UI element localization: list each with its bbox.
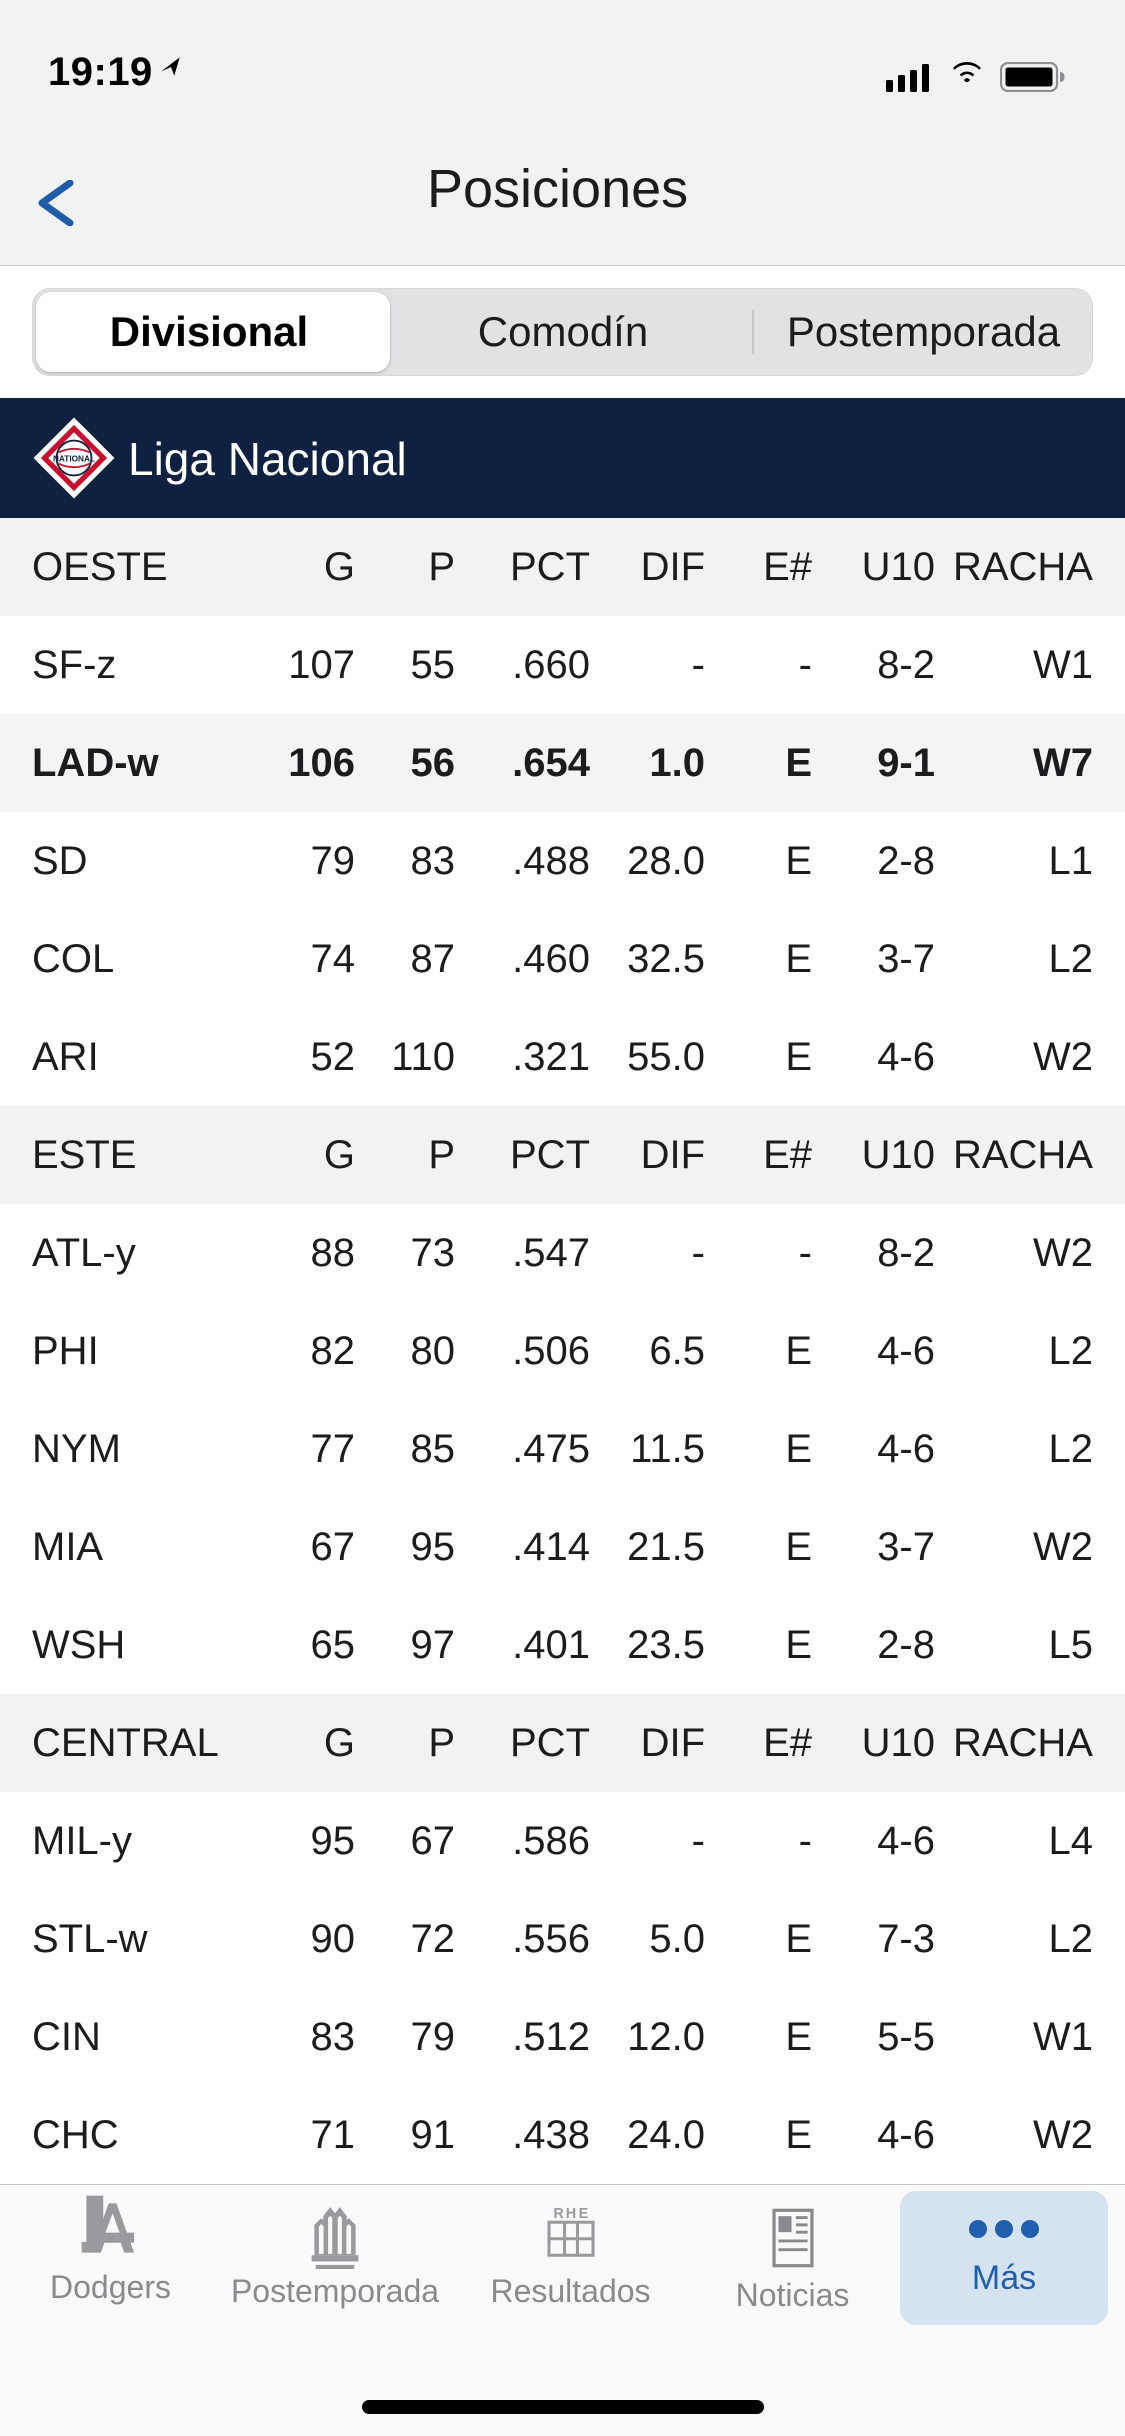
svg-text:H: H: [565, 2206, 575, 2222]
svg-text:R: R: [553, 2206, 564, 2222]
svg-text:E: E: [578, 2206, 588, 2222]
svg-text:NATIONAL: NATIONAL: [53, 455, 95, 464]
